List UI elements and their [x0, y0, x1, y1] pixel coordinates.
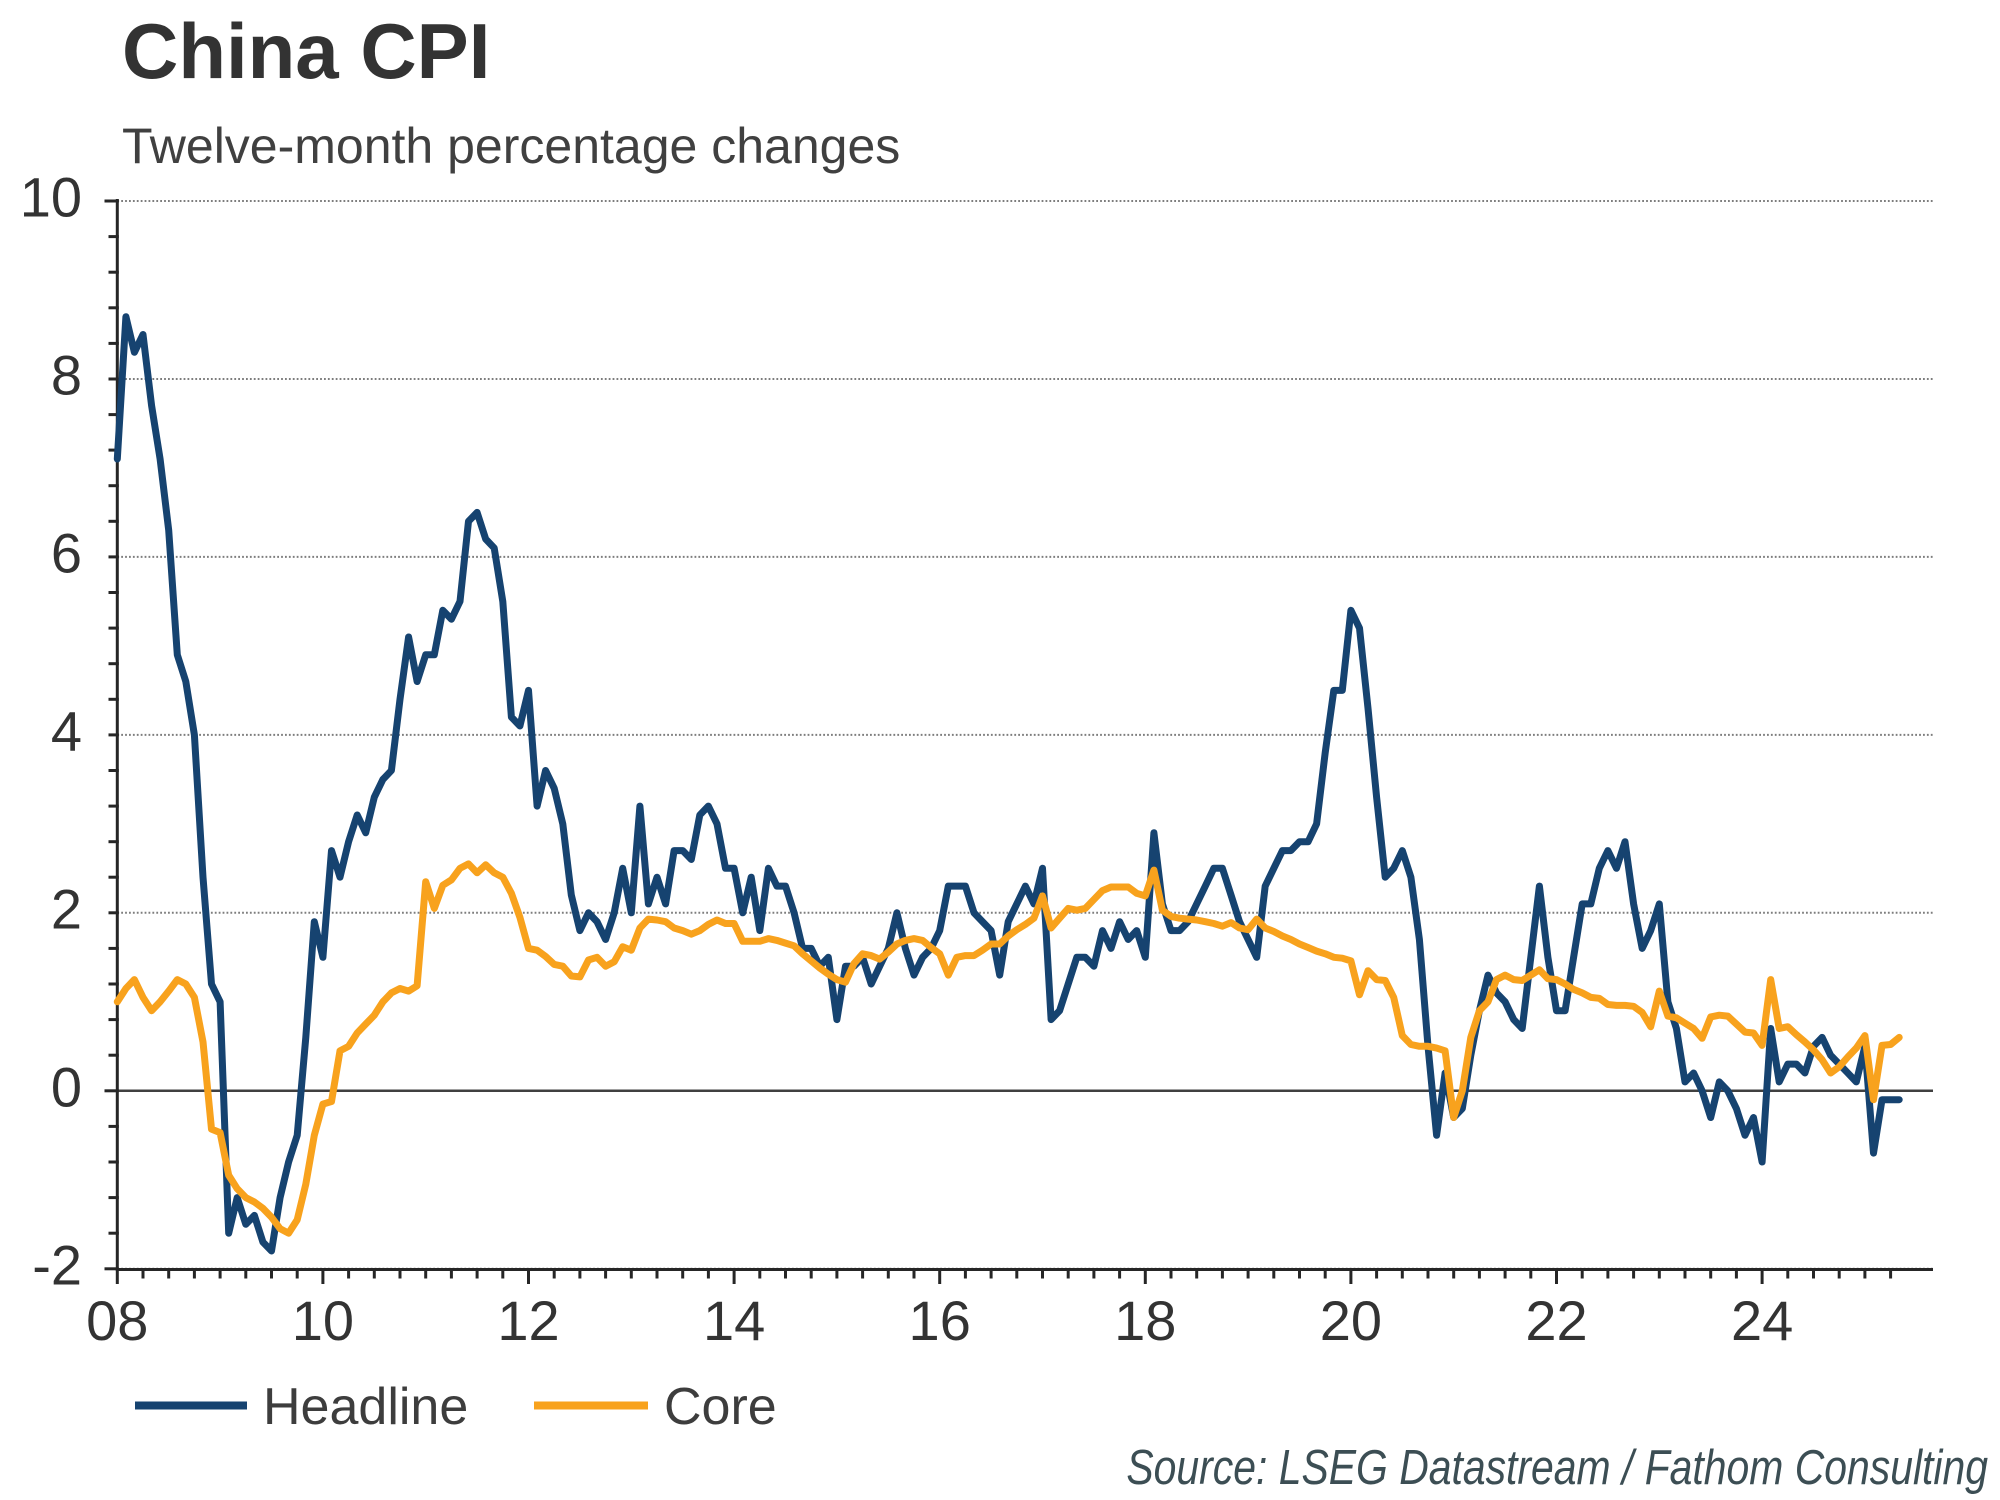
svg-text:10: 10 — [292, 1289, 354, 1352]
svg-text:8: 8 — [51, 344, 82, 407]
svg-text:20: 20 — [1320, 1289, 1382, 1352]
svg-text:4: 4 — [51, 699, 82, 762]
svg-text:0: 0 — [51, 1055, 82, 1118]
svg-text:08: 08 — [86, 1289, 148, 1352]
svg-text:China CPI: China CPI — [122, 7, 490, 95]
svg-text:18: 18 — [1114, 1289, 1176, 1352]
svg-text:Headline: Headline — [263, 1378, 468, 1436]
svg-text:-2: -2 — [32, 1233, 82, 1296]
svg-text:12: 12 — [497, 1289, 559, 1352]
svg-text:24: 24 — [1731, 1289, 1793, 1352]
svg-text:22: 22 — [1525, 1289, 1587, 1352]
svg-text:14: 14 — [703, 1289, 765, 1352]
svg-text:16: 16 — [909, 1289, 971, 1352]
svg-text:Core: Core — [664, 1378, 777, 1436]
svg-text:10: 10 — [20, 166, 82, 229]
svg-text:2: 2 — [51, 877, 82, 940]
svg-text:Source: LSEG Datastream / Fath: Source: LSEG Datastream / Fathom Consult… — [1126, 1439, 1988, 1494]
svg-text:Twelve-month percentage change: Twelve-month percentage changes — [122, 118, 900, 174]
svg-text:6: 6 — [51, 521, 82, 584]
